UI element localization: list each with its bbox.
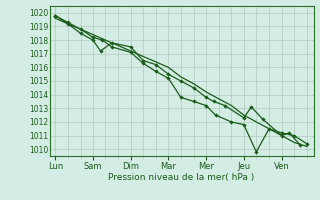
X-axis label: Pression niveau de la mer( hPa ): Pression niveau de la mer( hPa ) (108, 173, 255, 182)
